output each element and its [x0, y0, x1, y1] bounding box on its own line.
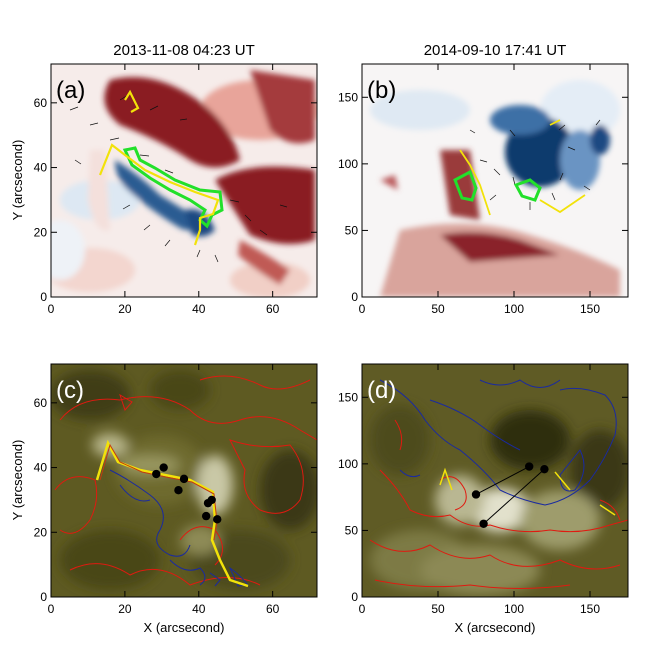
- panel-d-negative-contours: [379, 379, 617, 506]
- x-tick-label: 20: [118, 302, 132, 316]
- y-tick-label: 150: [338, 390, 358, 404]
- panel-d-markers: [471, 462, 549, 528]
- panel-b-y-ticks: 0 50 100 150: [338, 90, 628, 304]
- x-tick-label: 100: [504, 602, 524, 616]
- x-tick-label: 0: [48, 602, 55, 616]
- panel-b-ribbon-contour-1: [453, 169, 478, 202]
- y-tick-label: 50: [345, 523, 359, 537]
- y-tick-label: 20: [34, 525, 48, 539]
- panel-d-label: (d): [367, 377, 396, 404]
- panel-d: (d) 0 50 100 150 0 50 100 150 X (arcsecond): [338, 363, 629, 635]
- y-tick-label: 0: [40, 590, 47, 604]
- marker-link: [475, 466, 530, 495]
- x-tick-label: 0: [359, 602, 366, 616]
- panel-c-x-ticks: 0 20 40 60: [48, 364, 280, 616]
- x-tick-label: 0: [359, 302, 366, 316]
- marker-point: [174, 486, 183, 495]
- x-tick-label: 50: [431, 302, 445, 316]
- y-tick-label: 0: [351, 590, 358, 604]
- panel-b-frame: [361, 63, 629, 298]
- panel-d-x-ticks: 0 50 100 150: [359, 364, 600, 616]
- marker-point: [179, 474, 189, 484]
- panel-a-vector-field: [69, 94, 288, 263]
- y-tick-label: 100: [338, 157, 358, 171]
- y-tick-label: 0: [351, 290, 358, 304]
- x-tick-label: 150: [580, 302, 600, 316]
- panel-d-pil-line: [439, 467, 616, 516]
- panel-b-pil-line: [459, 119, 586, 216]
- panel-a: 2013-11-08 04:23 UT: [10, 42, 318, 316]
- marker-point: [201, 511, 211, 521]
- panel-b-x-ticks: 0 50 100 150: [359, 64, 600, 316]
- x-tick-label: 0: [48, 302, 55, 316]
- panel-a-label: (a): [56, 77, 85, 104]
- panel-a-image: [51, 64, 317, 297]
- panel-a-pil-line: [98, 89, 220, 246]
- panel-c-frame: [50, 363, 318, 598]
- panel-b-label: (b): [367, 77, 396, 104]
- marker-point: [159, 463, 168, 472]
- marker-point: [213, 515, 222, 524]
- x-tick-label: 100: [504, 302, 524, 316]
- panel-c-ylabel: Y (arcsecond): [10, 440, 25, 521]
- y-tick-label: 150: [338, 90, 358, 104]
- y-tick-label: 0: [40, 290, 47, 304]
- x-tick-label: 60: [266, 602, 280, 616]
- panel-c-xlabel: X (arcsecond): [144, 620, 225, 635]
- panel-d-frame: [361, 363, 629, 598]
- panel-b-title: 2014-09-10 17:41 UT: [424, 42, 567, 59]
- marker-point: [540, 464, 549, 474]
- panel-d-xlabel: X (arcsecond): [455, 620, 536, 635]
- panel-b-image: [362, 64, 628, 297]
- panel-b-ribbon-contour-2: [513, 178, 542, 202]
- marker-point: [203, 498, 213, 508]
- panel-d-positive-contours: [369, 419, 628, 589]
- x-tick-label: 40: [192, 602, 206, 616]
- y-tick-label: 20: [34, 225, 48, 239]
- y-tick-label: 60: [34, 96, 48, 110]
- x-tick-label: 20: [118, 602, 132, 616]
- y-tick-label: 40: [34, 161, 48, 175]
- panel-c: (c) 0 20 40 60 0 20 40 60 X (arcsecond) Y (arc…: [10, 363, 318, 635]
- y-tick-label: 100: [338, 457, 358, 471]
- marker-point: [479, 519, 488, 528]
- x-tick-label: 40: [192, 302, 206, 316]
- marker-link: [483, 468, 545, 525]
- panel-b: 2014-09-10 17:41 UT (b): [338, 42, 629, 316]
- panel-c-pil-line: [95, 439, 249, 588]
- panel-c-loop-line: [99, 443, 218, 541]
- x-tick-label: 50: [431, 602, 445, 616]
- marker-point: [152, 469, 161, 479]
- panel-a-ylabel: Y (arcsecond): [10, 140, 25, 221]
- panel-a-frame: [50, 63, 318, 298]
- panel-c-y-ticks: 0 20 40 60: [34, 396, 317, 604]
- panel-a-y-ticks: 0 20 40 60: [34, 96, 317, 304]
- marker-point: [471, 490, 481, 499]
- panel-c-label: (c): [56, 377, 84, 404]
- panel-b-vector-field: [469, 119, 601, 210]
- x-tick-label: 150: [580, 602, 600, 616]
- y-tick-label: 40: [34, 461, 48, 475]
- y-tick-label: 60: [34, 396, 48, 410]
- panel-a-title: 2013-11-08 04:23 UT: [113, 42, 254, 59]
- panel-d-y-ticks: 0 50 100 150: [338, 390, 628, 604]
- panel-a-x-ticks: 0 20 40 60: [48, 64, 280, 316]
- panel-c-image: [51, 364, 317, 597]
- x-tick-label: 60: [266, 302, 280, 316]
- panel-d-image: [362, 364, 628, 597]
- y-tick-label: 50: [345, 223, 359, 237]
- marker-point: [525, 462, 534, 471]
- panel-c-markers: [152, 463, 222, 524]
